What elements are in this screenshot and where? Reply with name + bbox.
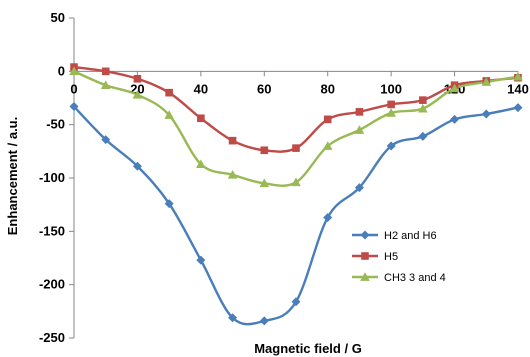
series-1-point: [481, 109, 491, 119]
series-2-point: [419, 96, 427, 104]
series-1-point: [196, 255, 206, 265]
legend-marker-3: [360, 272, 370, 281]
x-tick-label: 80: [320, 81, 334, 96]
series-3-point: [259, 178, 270, 188]
series-2-point: [197, 114, 205, 123]
series-2-point: [260, 146, 269, 155]
series-3-point: [100, 80, 111, 90]
series-3-point: [354, 125, 365, 134]
series-2-point: [228, 136, 237, 145]
series-3-point: [291, 177, 301, 187]
series-1-point: [69, 102, 79, 112]
x-tick-label: 140: [507, 81, 529, 96]
y-tick-label: 50: [51, 10, 65, 25]
series-3-point: [418, 103, 428, 113]
legend-marker-1: [360, 230, 370, 240]
legend-label-2: H5: [384, 251, 398, 263]
series-1-point: [228, 313, 238, 323]
series-line-1: [73, 105, 519, 326]
series-3-point: [227, 170, 238, 179]
series-3-point: [69, 66, 79, 76]
series-3-point: [164, 110, 174, 119]
series-1-point: [354, 183, 364, 193]
series-3-point: [513, 71, 523, 81]
series-1-point: [450, 114, 460, 124]
series-3-point: [196, 159, 206, 168]
x-tick-label: 40: [194, 81, 208, 96]
x-axis-title: Magnetic field / G: [254, 341, 362, 356]
series-1-point: [164, 199, 174, 209]
series-1-point: [418, 131, 428, 141]
series-2-point: [355, 108, 364, 116]
x-tick-label: 100: [380, 81, 402, 96]
legend-label-3: CH3 3 and 4: [384, 272, 446, 284]
x-tick-label: 0: [70, 81, 77, 96]
series-2-point: [165, 88, 173, 97]
y-axis-title: Enhancement / a.u.: [5, 117, 20, 235]
y-tick-label: -100: [39, 170, 65, 185]
series-3-point: [481, 77, 492, 86]
series-1-point: [323, 212, 333, 222]
series-2-point: [292, 144, 300, 152]
legend-marker-2: [361, 252, 369, 260]
y-tick-label: -150: [39, 223, 65, 238]
series-1-point: [101, 135, 111, 145]
series-1-point: [386, 141, 396, 151]
y-tick-label: 0: [58, 63, 65, 78]
series-3-point: [132, 90, 143, 99]
series-3-point: [386, 108, 396, 117]
series-3-point: [449, 83, 460, 93]
y-tick-label: -50: [46, 117, 65, 132]
series-2-point: [133, 75, 142, 83]
y-tick-label: -200: [39, 277, 65, 292]
series-1-point: [259, 316, 269, 326]
series-1-point: [132, 161, 142, 171]
series-1-point: [513, 103, 523, 113]
series-2-point: [387, 100, 395, 109]
series-2-point: [323, 115, 332, 124]
series-1-point: [291, 297, 301, 307]
legend-label-1: H2 and H6: [384, 230, 437, 242]
y-tick-label: -250: [39, 330, 65, 345]
x-tick-label: 60: [257, 81, 271, 96]
series-2-point: [101, 67, 110, 76]
series-3-point: [322, 141, 333, 150]
